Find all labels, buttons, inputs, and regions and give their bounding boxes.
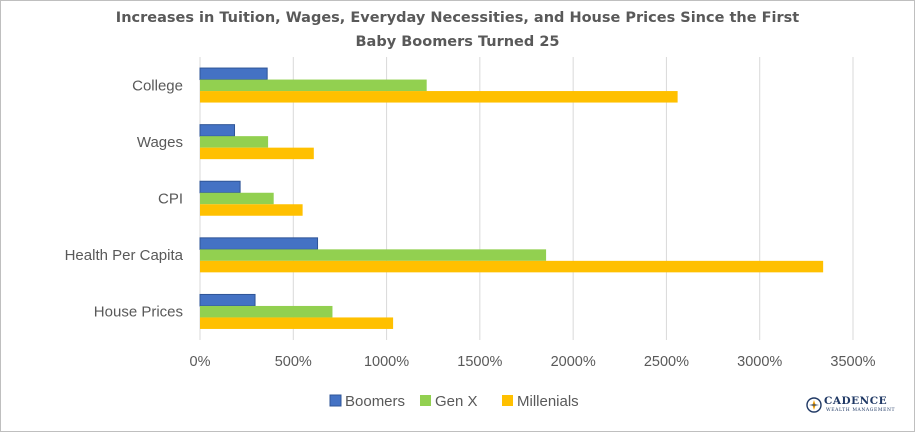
legend: Boomers Gen X Millenials	[329, 393, 579, 410]
compass-icon	[806, 397, 822, 413]
bar-gen-x-house-prices	[200, 305, 333, 318]
legend-label-gen-x: Gen X	[435, 393, 478, 410]
bar-gen-x-cpi	[200, 192, 274, 205]
x-tick-label: 3500%	[830, 354, 875, 370]
category-label-wages: Wages	[137, 134, 183, 151]
bar-gen-x-health-per-capita	[200, 249, 547, 261]
chart-title-line-2: Baby Boomers Turned 25	[355, 34, 560, 50]
legend-swatch-millenials	[502, 395, 513, 406]
x-tick-label: 500%	[275, 354, 312, 370]
bar-boomers-college	[199, 67, 268, 81]
bar-millenials-college	[200, 91, 678, 103]
chart-title-line-1: Increases in Tuition, Wages, Everyday Ne…	[115, 10, 800, 26]
bar-millenials-house-prices	[200, 317, 394, 329]
legend-label-millenials: Millenials	[517, 393, 579, 410]
bar-boomers-cpi	[199, 180, 241, 194]
legend-swatch-boomers	[329, 394, 342, 407]
x-tick-label: 0%	[190, 354, 211, 370]
gridlines	[199, 57, 854, 340]
bar-boomers-house-prices	[199, 293, 256, 307]
bars	[199, 67, 824, 329]
bar-millenials-cpi	[200, 204, 303, 216]
category-label-cpi: CPI	[158, 191, 183, 208]
bar-boomers-health-per-capita	[199, 237, 319, 250]
bar-millenials-wages	[200, 147, 314, 160]
category-label-health-per-capita: Health Per Capita	[65, 247, 184, 264]
legend-swatch-gen-x	[420, 395, 431, 406]
category-label-house-prices: House Prices	[94, 304, 183, 321]
x-tick-label: 2000%	[551, 354, 596, 370]
company-logo: CADENCE WEALTH MANAGEMENT	[806, 392, 906, 422]
bar-millenials-health-per-capita	[200, 260, 824, 273]
bar-gen-x-college	[200, 79, 427, 92]
logo-subtitle: WEALTH MANAGEMENT	[826, 408, 896, 413]
x-tick-label: 2500%	[644, 354, 689, 370]
category-label-college: College	[132, 77, 183, 94]
logo-name: CADENCE	[824, 395, 888, 407]
bar-boomers-wages	[199, 124, 236, 137]
x-tick-label: 1500%	[457, 354, 502, 370]
axis-labels: 0% 500% 1000% 1500% 2000% 2500% 3000% 3500% Coll…	[65, 77, 876, 370]
legend-label-boomers: Boomers	[345, 393, 405, 410]
chart-title: Increases in Tuition, Wages, Everyday Ne…	[0, 6, 915, 54]
x-tick-label: 1000%	[364, 354, 409, 370]
bar-gen-x-wages	[200, 136, 269, 148]
x-tick-label: 3000%	[737, 354, 782, 370]
